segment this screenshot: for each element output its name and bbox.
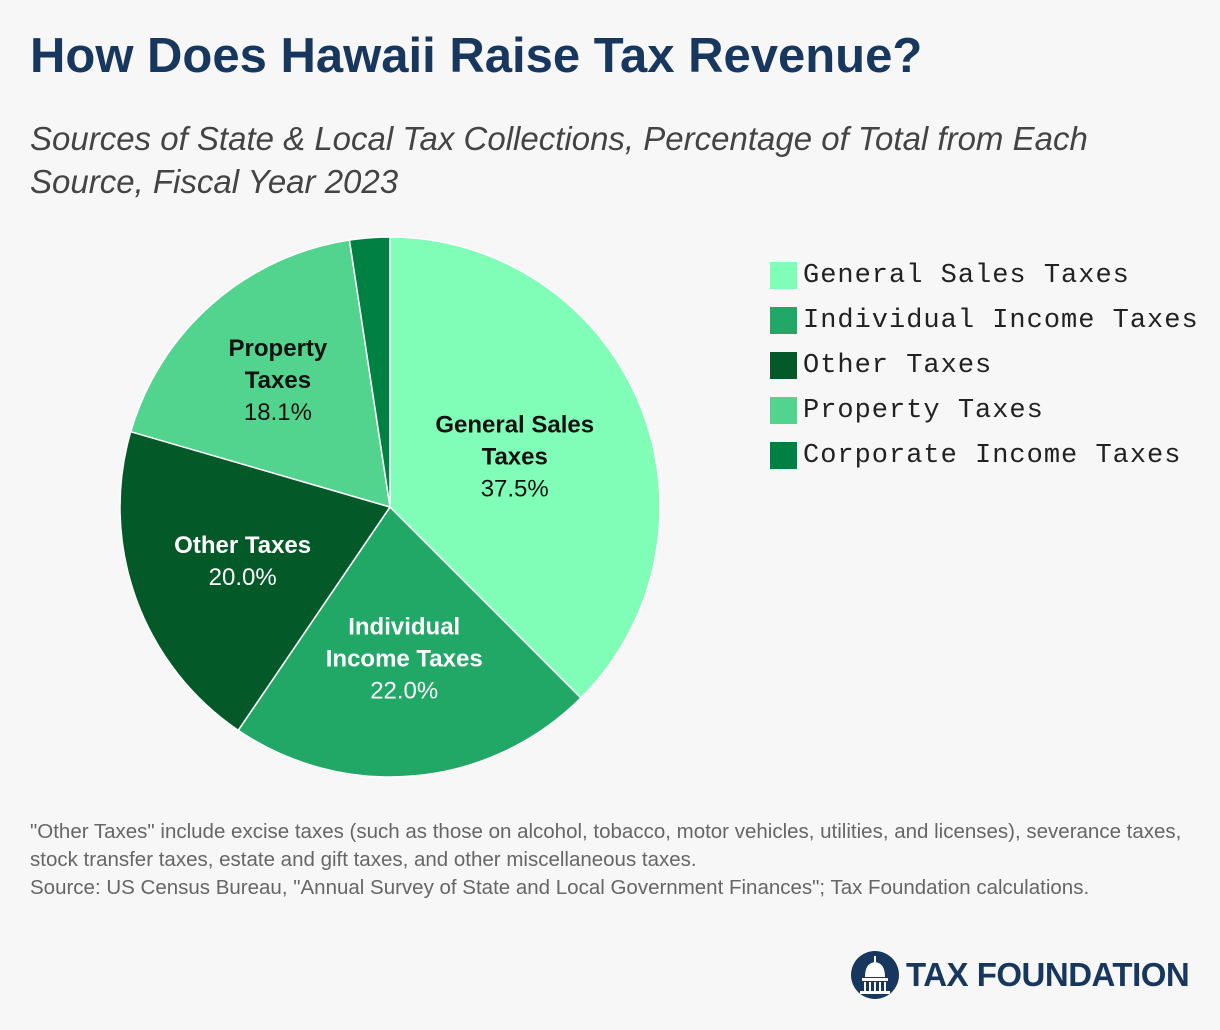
pie-chart: General Sales Taxes 37.5% Individual Income … [119, 236, 661, 778]
legend-label-individual-income: Individual Income Taxes [803, 305, 1199, 336]
legend-item-individual-income: Individual Income Taxes [770, 298, 1199, 343]
footnote-note: "Other Taxes" include excise taxes (such… [30, 820, 1182, 871]
slice-value-other-taxes: 20.0% [209, 564, 277, 591]
legend: General Sales Taxes Individual Income Ta… [770, 253, 1199, 478]
slice-label-individual-income-taxes-0: Individual [348, 614, 460, 641]
slice-label-individual-income-taxes-1: Income Taxes [326, 646, 483, 673]
brand-name: TAX FOUNDATION [906, 956, 1190, 993]
slice-value-property-taxes: 18.1% [244, 399, 312, 426]
pie-slice-general-sales-taxes [389, 236, 661, 699]
legend-item-corporate-income: Corporate Income Taxes [770, 433, 1199, 478]
legend-label-corporate-income: Corporate Income Taxes [803, 440, 1182, 471]
legend-item-other: Other Taxes [770, 343, 1199, 388]
legend-swatch-corporate-income [770, 442, 797, 469]
slice-label-general-sales-taxes-1: Taxes [482, 443, 548, 470]
pie-slice-individual-income-taxes [237, 505, 582, 778]
legend-swatch-other [770, 352, 797, 379]
legend-label-property: Property Taxes [803, 395, 1044, 426]
pie-slice-property-taxes [129, 239, 391, 509]
brand-logo: TAX FOUNDATION [850, 950, 1190, 1000]
legend-item-property: Property Taxes [770, 388, 1199, 433]
capitol-dome-icon [851, 951, 899, 999]
pie-slice-corporate-income-taxes [348, 236, 391, 508]
legend-item-general-sales: General Sales Taxes [770, 253, 1199, 298]
slice-value-general-sales-taxes: 37.5% [481, 475, 549, 502]
legend-label-general-sales: General Sales Taxes [803, 260, 1130, 291]
slice-value-individual-income-taxes: 22.0% [370, 678, 438, 705]
chart-subtitle: Sources of State & Local Tax Collections… [30, 120, 1088, 200]
legend-swatch-general-sales [770, 262, 797, 289]
legend-swatch-individual-income [770, 307, 797, 334]
footnote: "Other Taxes" include excise taxes (such… [30, 818, 1200, 902]
chart-title: How Does Hawaii Raise Tax Revenue? [30, 29, 923, 83]
slice-label-property-taxes-0: Property [229, 335, 328, 362]
pie-slice-other-taxes [119, 430, 392, 732]
legend-swatch-property [770, 397, 797, 424]
footnote-source: Source: US Census Bureau, "Annual Survey… [30, 876, 1090, 899]
slice-label-other-taxes-0: Other Taxes [174, 532, 311, 559]
slice-label-general-sales-taxes-0: General Sales [435, 411, 594, 438]
slice-label-property-taxes-1: Taxes [245, 367, 311, 394]
legend-label-other: Other Taxes [803, 350, 993, 381]
